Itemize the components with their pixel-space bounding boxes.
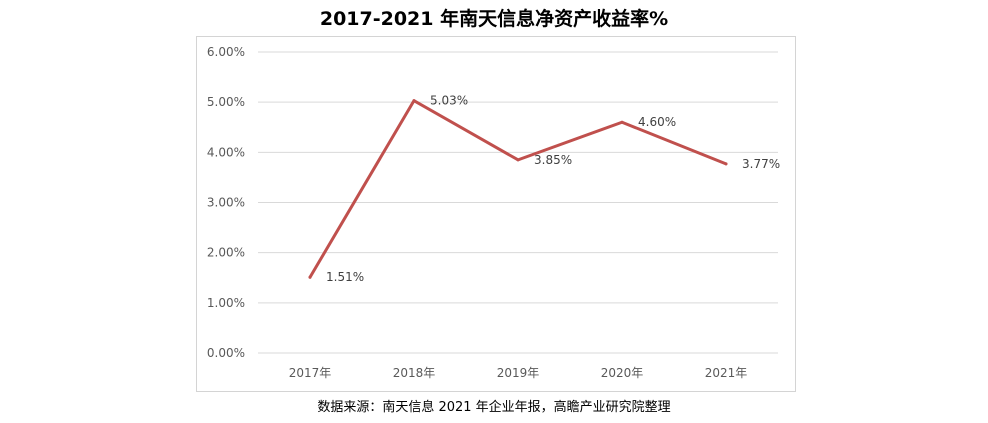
y-axis-tick-labels: 0.00% 1.00% 2.00% 3.00% 4.00% 5.00% 6.00% (207, 45, 245, 360)
chart-frame (196, 36, 796, 392)
data-label: 3.77% (742, 157, 780, 171)
data-label: 3.85% (534, 153, 572, 167)
y-tick-label: 4.00% (207, 145, 245, 159)
data-point (516, 158, 520, 162)
data-label: 1.51% (326, 270, 364, 284)
x-tick-label: 2021年 (705, 366, 748, 380)
y-tick-label: 3.00% (207, 196, 245, 210)
x-tick-label: 2020年 (601, 366, 644, 380)
chart-title: 2017-2021 年南天信息净资产收益率% (319, 8, 669, 30)
x-tick-label: 2019年 (497, 366, 540, 380)
series-line-group (308, 99, 728, 279)
gridlines (258, 51, 778, 354)
x-tick-label: 2017年 (289, 366, 332, 380)
data-labels: 1.51% 5.03% 3.85% 4.60% 3.77% (326, 94, 780, 285)
y-tick-label: 5.00% (207, 95, 245, 109)
y-tick-label: 2.00% (207, 246, 245, 260)
data-point (308, 275, 312, 279)
x-tick-label: 2018年 (393, 366, 436, 380)
data-label: 5.03% (430, 94, 468, 108)
data-point (724, 162, 728, 166)
y-tick-label: 1.00% (207, 296, 245, 310)
data-point (620, 120, 624, 124)
y-tick-label: 6.00% (207, 45, 245, 59)
data-point (412, 99, 416, 103)
source-note: 数据来源：南天信息 2021 年企业年报，高瞻产业研究院整理 (317, 400, 671, 415)
data-label: 4.60% (638, 115, 676, 129)
y-tick-label: 0.00% (207, 346, 245, 360)
x-axis-tick-labels: 2017年 2018年 2019年 2020年 2021年 (289, 366, 748, 380)
